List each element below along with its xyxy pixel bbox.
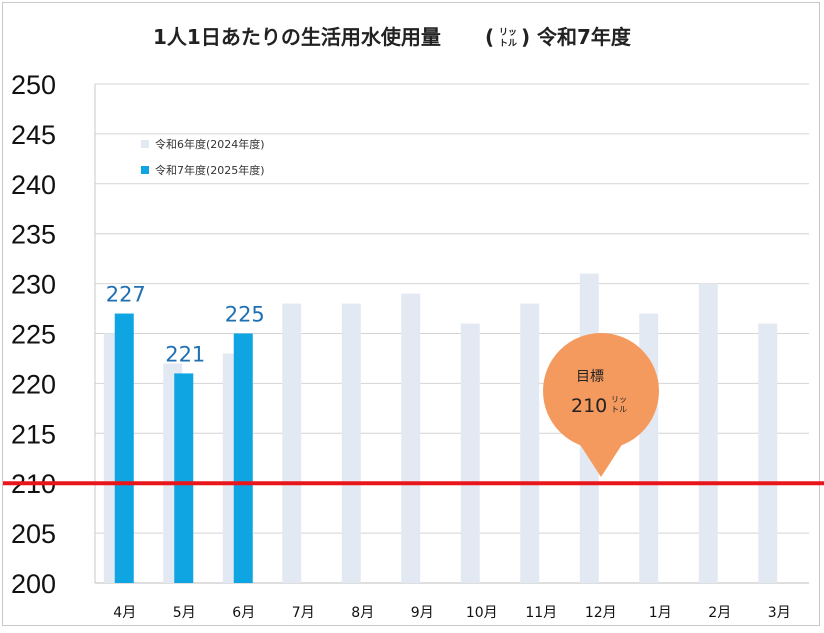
x-tick-label: 12月 xyxy=(585,605,617,621)
bar-2024 xyxy=(401,293,421,583)
x-tick-label: 7月 xyxy=(292,605,315,621)
target-label: 目標 xyxy=(576,369,604,385)
chart-svg: 1人1日あたりの生活用水使用量 ( リッ トル ) 令和7年度 200 205 21… xyxy=(3,25,824,621)
legend: 令和6年度(2024年度) 令和7年度(2025年度) xyxy=(141,137,265,177)
title-unit-top: リッ xyxy=(499,27,517,38)
data-labels-layer: 227 221 225 xyxy=(106,283,265,367)
data-label: 225 xyxy=(225,303,265,327)
y-tick-label: 205 xyxy=(11,519,56,549)
bar-2024 xyxy=(758,323,778,583)
x-tick-label: 2月 xyxy=(708,605,731,621)
y-tick-label: 245 xyxy=(11,120,56,150)
bar-2024 xyxy=(282,303,302,583)
y-tick-label: 225 xyxy=(11,320,56,350)
y-tick-label: 240 xyxy=(11,170,56,200)
legend-label-2025: 令和7年度(2025年度) xyxy=(155,163,265,177)
data-label: 227 xyxy=(106,283,146,307)
y-tick-label: 250 xyxy=(11,70,56,100)
target-bubble xyxy=(543,333,659,449)
y-tick-label: 215 xyxy=(11,419,56,449)
chart-title: 1人1日あたりの生活用水使用量 xyxy=(153,25,441,49)
x-tick-label: 1月 xyxy=(649,605,672,621)
bar-2025 xyxy=(114,313,134,583)
x-tick-label: 10月 xyxy=(466,605,498,621)
chart-title-suffix: 令和7年度 xyxy=(537,25,632,49)
bar-2024 xyxy=(520,303,540,583)
x-tick-label: 3月 xyxy=(768,605,791,621)
y-tick-label: 200 xyxy=(11,569,56,599)
bar-2024 xyxy=(460,323,480,583)
title-paren-close: ) xyxy=(521,25,530,49)
chart-title-group: 1人1日あたりの生活用水使用量 ( リッ トル ) 令和7年度 xyxy=(153,25,632,49)
title-unit-bottom: トル xyxy=(499,38,517,49)
x-tick-label: 5月 xyxy=(173,605,196,621)
x-tick-label: 9月 xyxy=(411,605,434,621)
y-tick-label: 235 xyxy=(11,220,56,250)
legend-swatch-2024 xyxy=(141,140,149,148)
bar-2025 xyxy=(174,373,194,583)
x-tick-label: 11月 xyxy=(525,605,557,621)
bar-2024 xyxy=(341,303,361,583)
x-axis-ticks: 4月 5月 6月 7月 8月 9月 10月 11月 12月 1月 2月 3月 xyxy=(113,605,790,621)
target-unit-top: リッ xyxy=(611,395,627,404)
target-unit-bottom: トル xyxy=(611,405,627,414)
target-bubble-pointer xyxy=(579,443,623,477)
legend-label-2024: 令和6年度(2024年度) xyxy=(155,137,265,151)
target-value: 210 xyxy=(571,395,607,417)
x-tick-label: 8月 xyxy=(351,605,374,621)
data-label: 221 xyxy=(165,342,205,366)
bars-layer xyxy=(103,273,778,583)
bar-2025 xyxy=(233,333,253,583)
x-tick-label: 4月 xyxy=(113,605,136,621)
y-tick-label: 220 xyxy=(11,369,56,399)
legend-swatch-2025 xyxy=(141,166,149,174)
y-tick-label: 230 xyxy=(11,270,56,300)
title-paren-open: ( xyxy=(485,25,494,49)
x-tick-label: 6月 xyxy=(232,605,255,621)
bar-2024 xyxy=(698,283,718,583)
